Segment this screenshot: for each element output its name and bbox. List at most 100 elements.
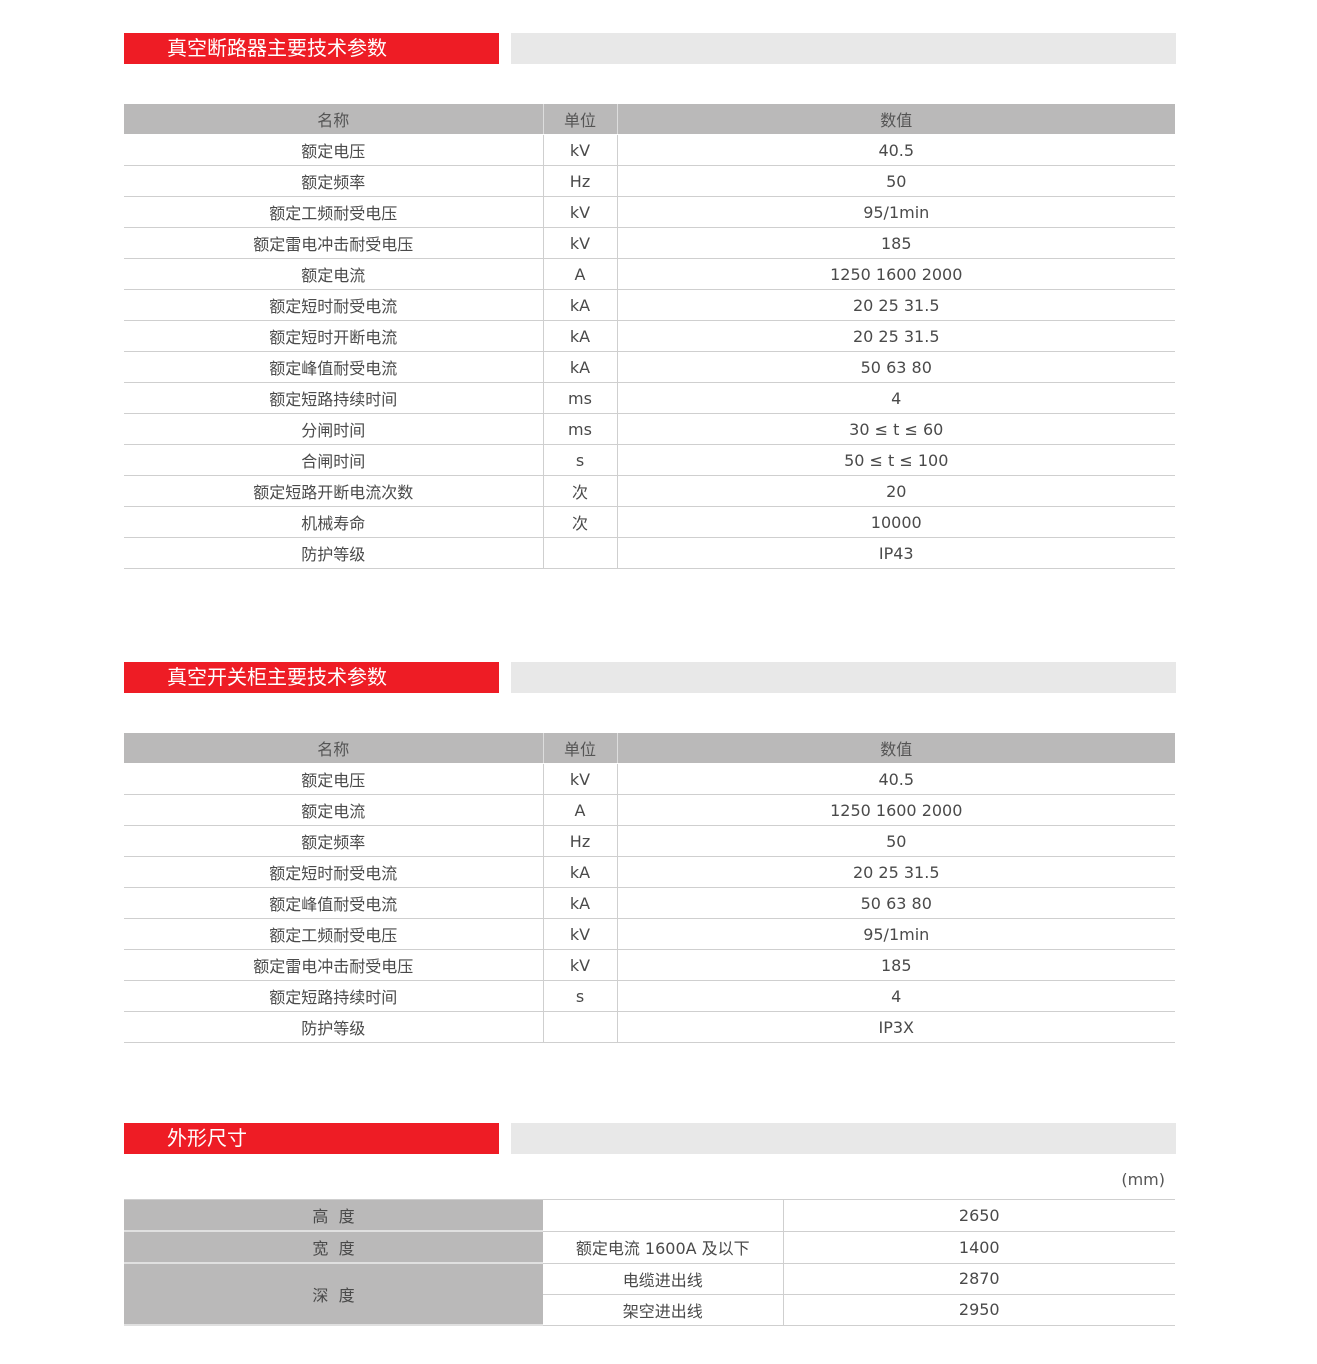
dim-label: 深 度	[124, 1263, 543, 1326]
param-value: 50 63 80	[617, 351, 1175, 383]
param-unit: A	[542, 258, 618, 290]
table-row: 额定电压 kV 40.5	[124, 134, 1175, 166]
param-name: 额定短时耐受电流	[124, 856, 543, 888]
table-row: 额定短路开断电流次数次 20	[124, 475, 1175, 507]
column-header: 数值	[617, 733, 1175, 764]
param-name: 额定电流	[124, 794, 543, 826]
param-value: 20	[617, 475, 1175, 507]
table-row: 额定电压 kV 40.5	[124, 763, 1175, 795]
param-unit: kV	[542, 918, 618, 950]
section-bar	[511, 33, 1176, 64]
param-unit: kV	[542, 763, 618, 795]
table-row: 额定短时开断电流 kA 20 25 31.5	[124, 320, 1175, 352]
table-row: 额定短路持续时间 s 4	[124, 980, 1175, 1012]
table-row: 合闸时间 s 50 ≤ t ≤ 100	[124, 444, 1175, 476]
param-value: 95/1min	[617, 196, 1175, 228]
dim-label: 宽 度	[124, 1231, 543, 1264]
table-row: 额定雷电冲击耐受电压 kV 185	[124, 227, 1175, 259]
table-row: 额定工频耐受电压 kV 95/1min	[124, 918, 1175, 950]
param-name: 额定电压	[124, 763, 543, 795]
table-row: 架空进出线 2950	[124, 1294, 1175, 1326]
table-row: 额定峰值耐受电流 kA 50 63 80	[124, 887, 1175, 919]
table-row: 额定频率 Hz 50	[124, 825, 1175, 857]
param-value: 20 25 31.5	[617, 320, 1175, 352]
param-unit: kA	[542, 856, 618, 888]
table-row: 防护等级 IP3X	[124, 1011, 1175, 1043]
param-unit: Hz	[542, 165, 618, 197]
column-header: 名称	[124, 104, 543, 135]
param-unit: 次	[542, 506, 618, 538]
param-value: 40.5	[617, 134, 1175, 166]
param-name: 防护等级	[124, 1011, 543, 1043]
param-unit: kA	[542, 887, 618, 919]
param-name: 额定频率	[124, 165, 543, 197]
param-unit: s	[542, 444, 618, 476]
table-row: 额定短时耐受电流 kA 20 25 31.5	[124, 289, 1175, 321]
dim-value: 2870	[783, 1263, 1175, 1295]
param-name: 额定短路持续时间	[124, 980, 543, 1012]
table-header-row: 名称 单位 数值	[124, 733, 1175, 764]
table-row: 额定短路持续时间 ms 4	[124, 382, 1175, 414]
param-name: 分闸时间	[124, 413, 543, 445]
table-row: 深 度 电缆进出线 2870	[124, 1263, 1175, 1326]
table-row: 额定频率 Hz 50	[124, 165, 1175, 197]
param-value: 1250 1600 2000	[617, 258, 1175, 290]
dimensions-table: 高 度 2650 宽 度 额定电流 1600A 及以下 1400 深 度 电缆进…	[124, 1199, 1175, 1326]
dim-condition: 额定电流 1600A 及以下	[543, 1231, 784, 1264]
param-value: 4	[617, 980, 1175, 1012]
table-row: 宽 度 额定电流 1600A 及以下 1400	[124, 1231, 1175, 1264]
param-name: 额定电流	[124, 258, 543, 290]
param-name: 额定短路持续时间	[124, 382, 543, 414]
param-unit: kA	[542, 351, 618, 383]
dim-condition: 架空进出线	[543, 1294, 784, 1326]
param-value: 4	[617, 382, 1175, 414]
param-value: 1250 1600 2000	[617, 794, 1175, 826]
param-name: 额定电压	[124, 134, 543, 166]
param-unit: 次	[542, 475, 618, 507]
section-header-dimensions: 外形尺寸	[124, 1123, 1176, 1154]
param-value: 50 63 80	[617, 887, 1175, 919]
param-value: IP43	[617, 537, 1175, 569]
column-header: 单位	[542, 733, 618, 764]
dim-value: 2650	[783, 1199, 1175, 1232]
param-unit: kV	[542, 227, 618, 259]
table-row: 额定电流 A 1250 1600 2000	[124, 794, 1175, 826]
param-value: 10000	[617, 506, 1175, 538]
table-row: 额定峰值耐受电流 kA 50 63 80	[124, 351, 1175, 383]
param-unit	[542, 537, 618, 569]
param-unit: Hz	[542, 825, 618, 857]
param-value: 185	[617, 227, 1175, 259]
param-name: 额定峰值耐受电流	[124, 887, 543, 919]
param-value: 95/1min	[617, 918, 1175, 950]
param-value: 50	[617, 825, 1175, 857]
table-row: 机械寿命次 10000	[124, 506, 1175, 538]
param-value: 50	[617, 165, 1175, 197]
column-header: 单位	[542, 104, 618, 135]
param-value: IP3X	[617, 1011, 1175, 1043]
param-unit: kV	[542, 196, 618, 228]
param-value: 20 25 31.5	[617, 289, 1175, 321]
param-unit: ms	[542, 382, 618, 414]
dim-value: 2950	[783, 1294, 1175, 1326]
table-row: 分闸时间 ms 30 ≤ t ≤ 60	[124, 413, 1175, 445]
param-unit: kV	[542, 134, 618, 166]
section-title: 真空断路器主要技术参数	[124, 33, 499, 64]
param-name: 机械寿命	[124, 506, 543, 538]
section-title: 外形尺寸	[124, 1123, 499, 1154]
param-unit: A	[542, 794, 618, 826]
param-name: 额定短路开断电流次数	[124, 475, 543, 507]
column-header: 名称	[124, 733, 543, 764]
param-value: 20 25 31.5	[617, 856, 1175, 888]
section-bar	[511, 1123, 1176, 1154]
param-name: 额定峰值耐受电流	[124, 351, 543, 383]
param-name: 额定工频耐受电压	[124, 196, 543, 228]
param-value: 40.5	[617, 763, 1175, 795]
param-name: 额定工频耐受电压	[124, 918, 543, 950]
dim-condition: 电缆进出线	[543, 1263, 784, 1295]
param-value: 30 ≤ t ≤ 60	[617, 413, 1175, 445]
param-name: 额定短时耐受电流	[124, 289, 543, 321]
table-row: 防护等级 IP43	[124, 537, 1175, 569]
param-name: 合闸时间	[124, 444, 543, 476]
param-unit: kA	[542, 320, 618, 352]
